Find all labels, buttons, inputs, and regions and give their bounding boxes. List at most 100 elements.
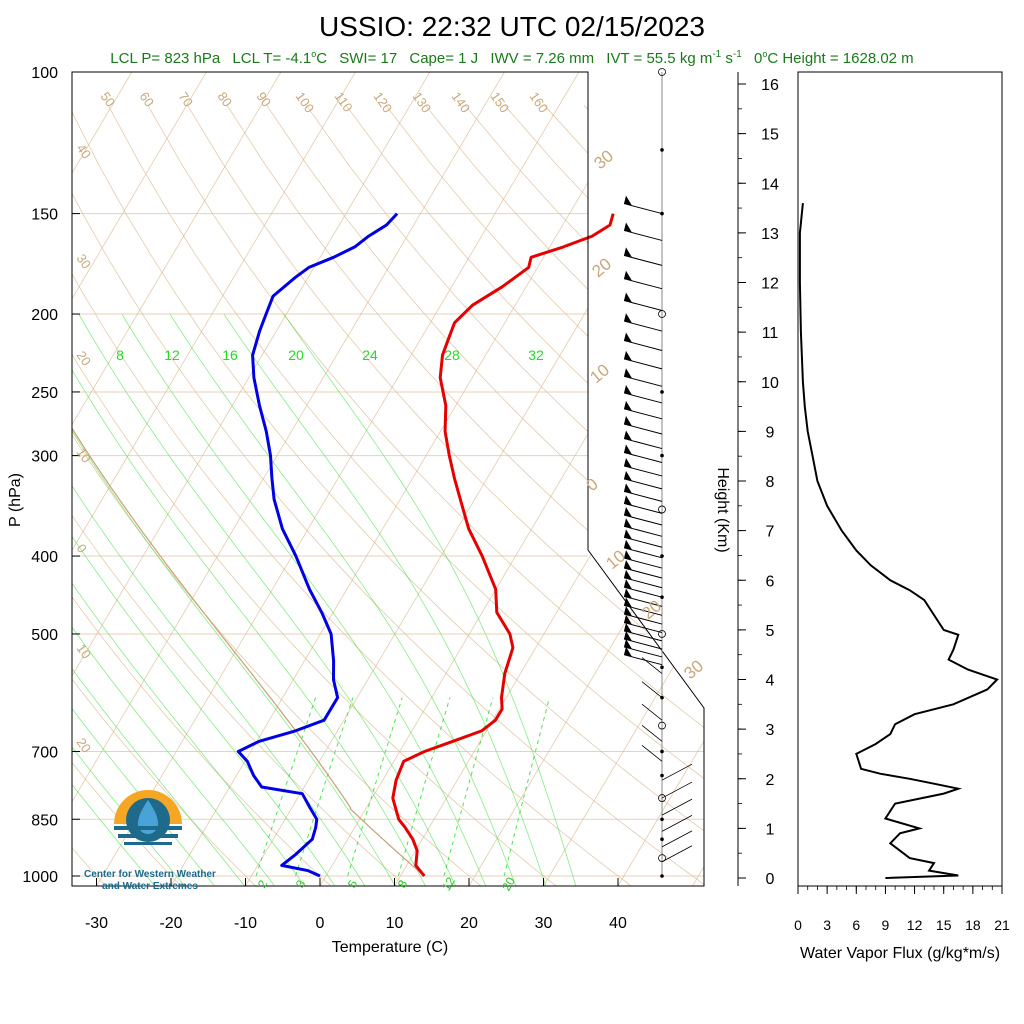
wind-calm-circle: [658, 310, 666, 318]
wind-calm-circle: [658, 721, 666, 730]
wind-barb: [623, 465, 663, 477]
wind-barb: [623, 358, 663, 370]
mixing-ratio-label: 24: [362, 347, 378, 363]
height-tick-label: 13: [761, 226, 779, 243]
wind-barb: [661, 763, 693, 781]
wind-barb: [623, 502, 663, 514]
wind-barb: [623, 375, 663, 387]
height-tick-label: 2: [766, 772, 775, 789]
logo-line-2: and Water Extremes: [102, 881, 198, 892]
isotherm-line: [170, 72, 654, 886]
height-tick-label: 5: [766, 623, 775, 640]
wind-barb-flag: [624, 646, 632, 657]
isotherm-line: [72, 72, 207, 886]
wind-dot: [660, 390, 664, 394]
wind-dot: [660, 665, 664, 670]
wind-barb-flag: [624, 569, 632, 580]
mixing-ratio-label: 12: [439, 874, 458, 893]
isotherm-line: [543, 72, 704, 886]
wind-barb: [623, 536, 663, 548]
dry-adiabat-line: [385, 105, 704, 886]
pressure-tick-label: 850: [31, 812, 58, 829]
wind-barb: [661, 798, 693, 816]
wind-barb-flag: [624, 622, 632, 633]
dry-adiabat-line: [266, 105, 704, 886]
wind-dot: [660, 211, 664, 216]
pressure-axis: 100 150 200 250 300 400 500 700 850 1000: [22, 65, 80, 886]
wind-barb: [641, 744, 663, 762]
wind-barb: [623, 478, 663, 490]
isotherm-label: 120: [371, 89, 396, 115]
mixing-ratio-label: 8: [116, 347, 124, 363]
wind-barb-flag: [624, 444, 632, 455]
isotherm-label: 70: [176, 89, 197, 109]
wind-barb: [623, 229, 663, 241]
isotherm-line: [319, 72, 704, 886]
adiabat-label: 10: [74, 641, 95, 661]
skewt-frame: [71, 71, 705, 887]
temperature-tick-label: 40: [609, 915, 627, 932]
cw3e-logo: Center for Western Weather and Water Ext…: [84, 790, 216, 892]
adiabat-label: 20: [74, 735, 95, 755]
pressure-tick-label: 700: [31, 744, 58, 761]
isotherm-line: [72, 72, 356, 886]
adiabat-label: 10: [74, 445, 95, 465]
wind-barb: [623, 339, 663, 351]
dewpoint-line: [236, 212, 399, 878]
dry-adiabat-line: [187, 105, 704, 886]
wind-barb: [623, 586, 663, 598]
logo-wave-icon: [124, 842, 172, 845]
flux-x-tick-label: 18: [965, 917, 981, 933]
wind-dot: [660, 453, 664, 458]
moist-adiabat-line: [72, 313, 221, 886]
isotherm-line: [96, 72, 580, 886]
wind-barb: [661, 815, 693, 832]
wind-barb-flag: [624, 368, 632, 379]
wind-calm-circle: [658, 68, 666, 76]
mixing-ratio-label: 5: [345, 877, 361, 890]
wind-barb: [623, 203, 663, 215]
flux-x-tick-label: 9: [882, 917, 890, 933]
wind-dot: [660, 874, 664, 878]
wind-barb-flag: [624, 270, 632, 281]
isotherm-label: 150: [488, 89, 513, 115]
wind-barb-flag: [624, 292, 632, 303]
wind-barb: [623, 604, 663, 616]
wind-barb: [623, 320, 663, 332]
isotherm-label: 80: [215, 89, 236, 109]
logo-wave-icon: [114, 826, 182, 830]
chart-title: USSIO: 22:32 UTC 02/15/2023: [319, 11, 705, 42]
pressure-tick-label: 100: [31, 65, 58, 82]
flux-x-tick-label: 6: [852, 917, 860, 933]
wind-barb-flag: [624, 631, 632, 642]
moist-adiabat-line: [223, 313, 549, 886]
wind-barb: [661, 781, 693, 799]
wind-barb-flag: [624, 518, 632, 529]
isotherm-line: [72, 72, 282, 886]
wind-calm-circle: [658, 505, 666, 514]
mixing-ratio-label: 20: [499, 874, 518, 893]
logo-drop-icon: [138, 800, 158, 834]
cape-value: Cape= 1 J: [409, 50, 478, 67]
wind-dot: [660, 773, 664, 778]
wind-dot: [660, 749, 664, 754]
isotherm-line: [767, 72, 1024, 886]
wind-barb-flag: [624, 579, 632, 590]
mixing-ratio-labels: 8 12 16 20 24 28 32 2 3 5 8 12 20: [116, 347, 544, 893]
dry-adiabat-line: [72, 105, 339, 886]
wind-barb-flag: [624, 430, 632, 441]
mixing-ratio-label: 32: [528, 347, 544, 363]
dry-adiabat-line: [72, 105, 490, 886]
adiabat-label: 30: [74, 251, 95, 271]
wind-barb-flag: [624, 313, 632, 324]
flux-axis-title: Water Vapor Flux (g/kg*m/s): [800, 945, 1000, 962]
mixing-ratio-line: [295, 697, 354, 877]
wind-dot: [660, 817, 664, 822]
wind-barb-flag: [624, 332, 632, 343]
dry-adiabat-line: [72, 105, 641, 886]
height-tick-label: 15: [761, 127, 779, 144]
isobar-lines: [72, 71, 704, 877]
mixing-ratio-line: [443, 697, 494, 877]
height-tick-label: 0: [766, 871, 775, 888]
